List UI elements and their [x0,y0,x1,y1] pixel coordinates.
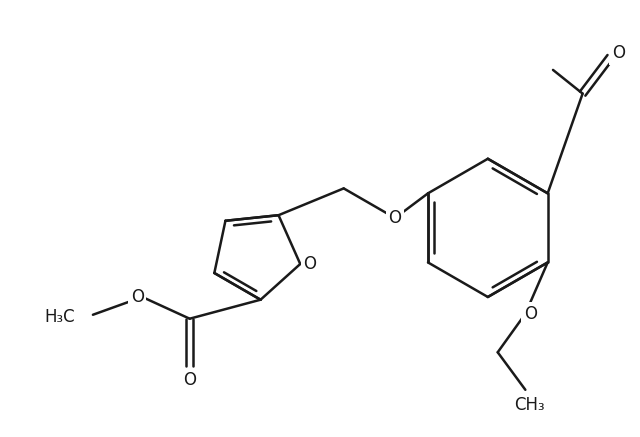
Text: O: O [388,209,401,227]
Text: H₃C: H₃C [45,308,75,326]
Text: O: O [303,255,317,273]
Text: O: O [131,288,144,306]
Text: O: O [524,305,537,323]
Text: O: O [183,371,196,389]
Text: CH₃: CH₃ [514,395,545,413]
Text: O: O [612,44,625,62]
